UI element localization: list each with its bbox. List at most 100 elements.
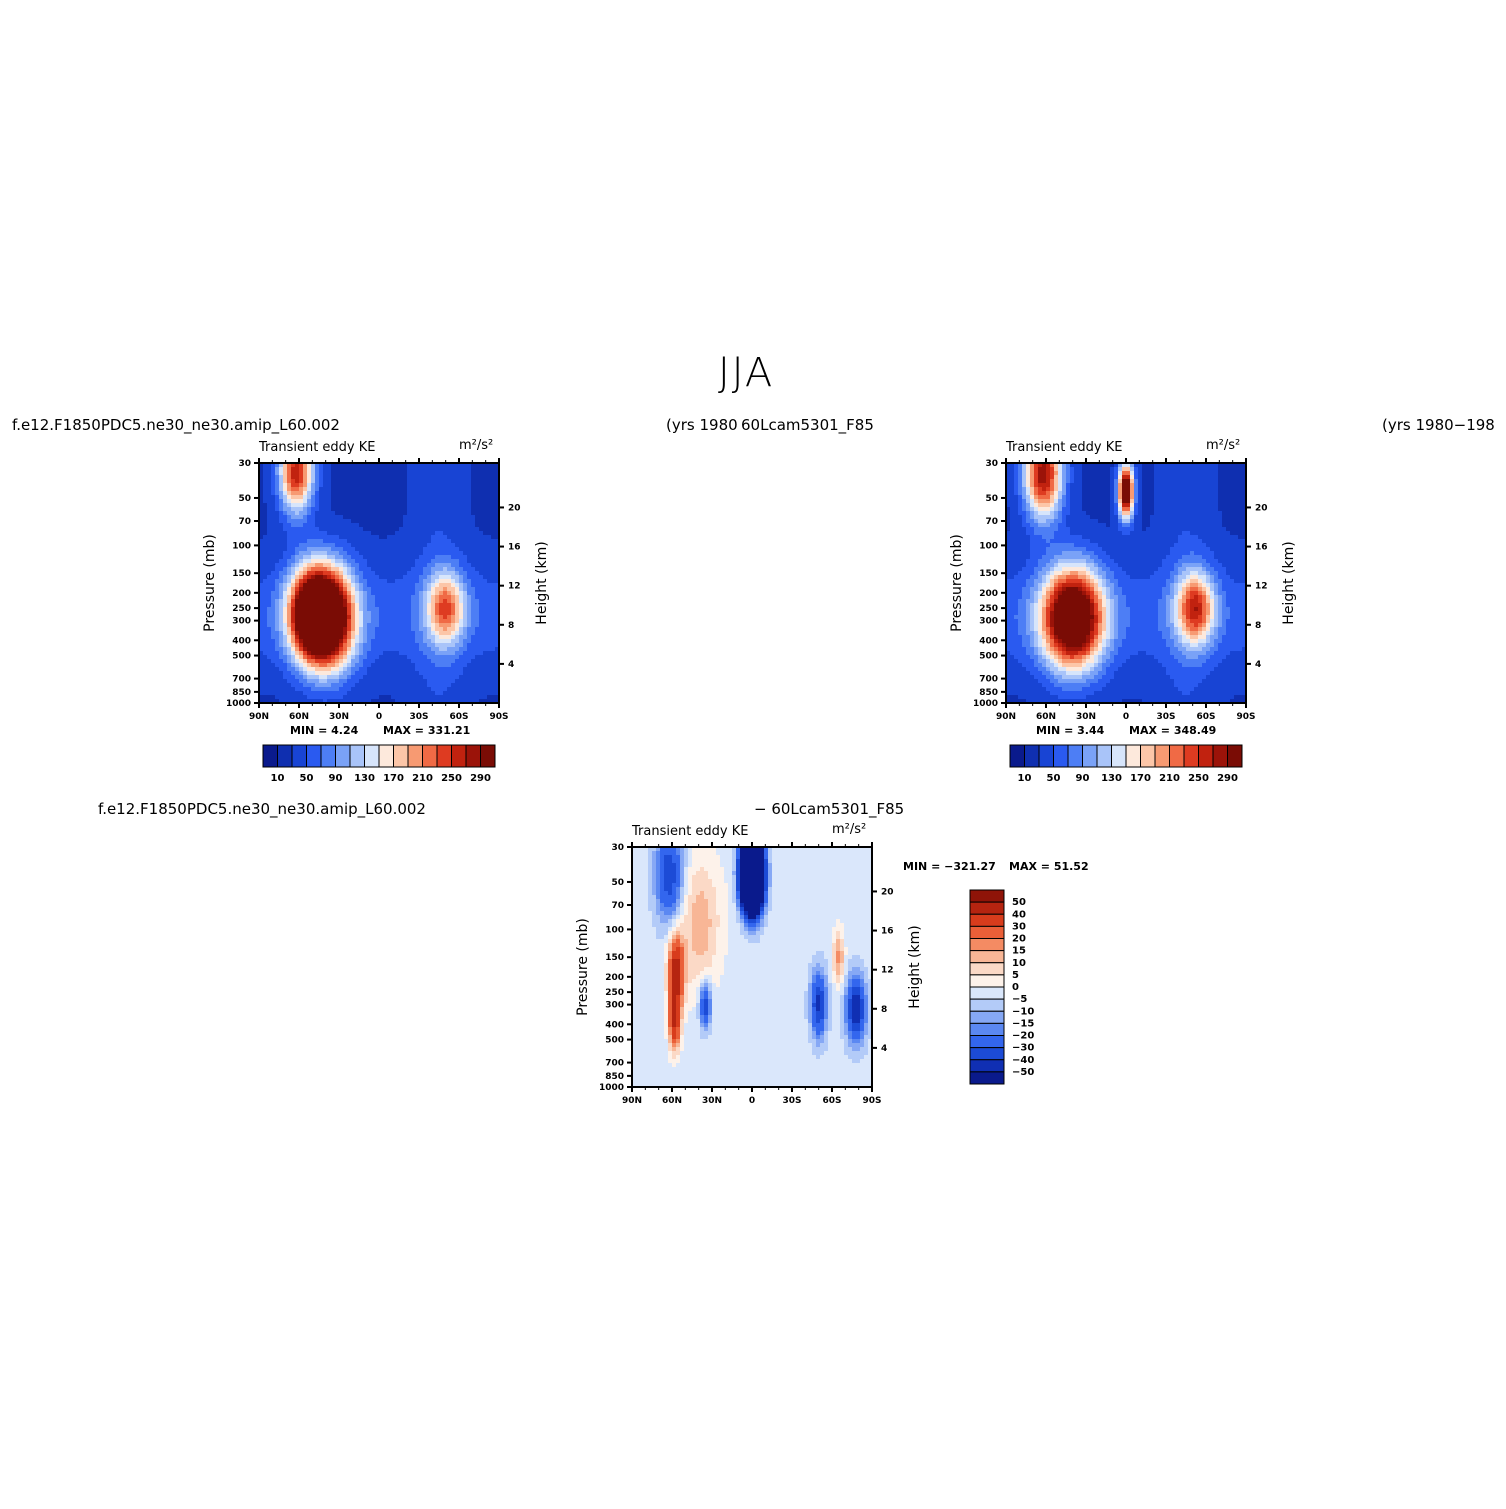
field-cell [327, 679, 332, 684]
field-cell [451, 575, 456, 580]
field-cell [467, 615, 472, 620]
field-cell [1166, 487, 1171, 492]
field-cell [423, 663, 428, 668]
field-cell [1242, 543, 1246, 548]
field-cell [263, 639, 268, 644]
field-cell [295, 535, 300, 540]
field-cell [443, 647, 448, 652]
field-cell [1210, 495, 1215, 500]
field-cell [427, 503, 432, 508]
field-cell [1126, 467, 1131, 472]
field-cell [1150, 511, 1155, 516]
field-cell [495, 551, 499, 556]
field-cell [1194, 527, 1199, 532]
field-cell [1226, 503, 1231, 508]
field-cell [275, 519, 280, 524]
field-cell [427, 635, 432, 640]
field-cell [435, 643, 440, 648]
field-cell [299, 579, 304, 584]
field-cell [1134, 495, 1139, 500]
field-cell [463, 671, 468, 676]
field-cell [419, 475, 424, 480]
field-cell [1170, 523, 1175, 528]
field-cell [323, 491, 328, 496]
field-cell [1062, 499, 1067, 504]
field-cell [307, 647, 312, 652]
field-cell [359, 555, 364, 560]
field-cell [439, 599, 444, 604]
field-cell [263, 663, 268, 668]
field-cell [1014, 539, 1019, 544]
field-cell [1026, 487, 1031, 492]
field-cell [259, 467, 264, 472]
field-cell [359, 483, 364, 488]
field-cell [1186, 543, 1191, 548]
field-cell [339, 643, 344, 648]
field-cell [383, 691, 388, 696]
field-cell [347, 575, 352, 580]
field-cell [415, 575, 420, 580]
field-cell [451, 631, 456, 636]
field-cell [1022, 471, 1027, 476]
field-cell [1234, 499, 1239, 504]
field-cell [463, 691, 468, 696]
field-cell [423, 599, 428, 604]
field-cell [371, 531, 376, 536]
field-cell [299, 643, 304, 648]
field-cell [387, 647, 392, 652]
field-cell [1134, 479, 1139, 484]
field-cell [459, 487, 464, 492]
field-cell [447, 523, 452, 528]
field-cell [439, 579, 444, 584]
field-cell [443, 471, 448, 476]
field-cell [263, 695, 268, 700]
field-cell [327, 603, 332, 608]
field-cell [1006, 507, 1011, 512]
field-cell [391, 679, 396, 684]
field-cell [263, 651, 268, 656]
field-cell [451, 667, 456, 672]
field-cell [279, 607, 284, 612]
field-cell [331, 479, 336, 484]
field-cell [319, 619, 324, 624]
field-cell [1218, 519, 1223, 524]
field-cell [443, 531, 448, 536]
field-cell [1162, 515, 1167, 520]
field-cell [479, 483, 484, 488]
field-cell [1178, 531, 1183, 536]
field-cell [287, 567, 292, 572]
field-cell [439, 643, 444, 648]
field-cell [447, 627, 452, 632]
field-cell [295, 487, 300, 492]
field-cell [275, 663, 280, 668]
field-cell [479, 671, 484, 676]
field-cell [1022, 511, 1027, 516]
field-cell [419, 611, 424, 616]
field-cell [415, 539, 420, 544]
field-cell [435, 563, 440, 568]
field-cell [1022, 535, 1027, 540]
field-cell [291, 639, 296, 644]
field-cell [467, 691, 472, 696]
field-cell [1166, 503, 1171, 508]
field-cell [315, 503, 320, 508]
field-cell [283, 675, 288, 680]
field-cell [471, 487, 476, 492]
field-cell [1006, 511, 1011, 516]
field-cell [1178, 499, 1183, 504]
field-cell [1106, 539, 1111, 544]
field-cell [355, 523, 360, 528]
field-cell [451, 495, 456, 500]
field-cell [403, 523, 408, 528]
field-cell [367, 651, 372, 656]
field-cell [451, 523, 456, 528]
field-cell [263, 571, 268, 576]
field-cell [411, 555, 416, 560]
field-cell [1174, 503, 1179, 508]
field-cell [1078, 507, 1083, 512]
field-cell [411, 647, 416, 652]
field-cell [495, 679, 499, 684]
field-cell [263, 535, 268, 540]
field-cell [359, 623, 364, 628]
field-cell [1146, 491, 1151, 496]
